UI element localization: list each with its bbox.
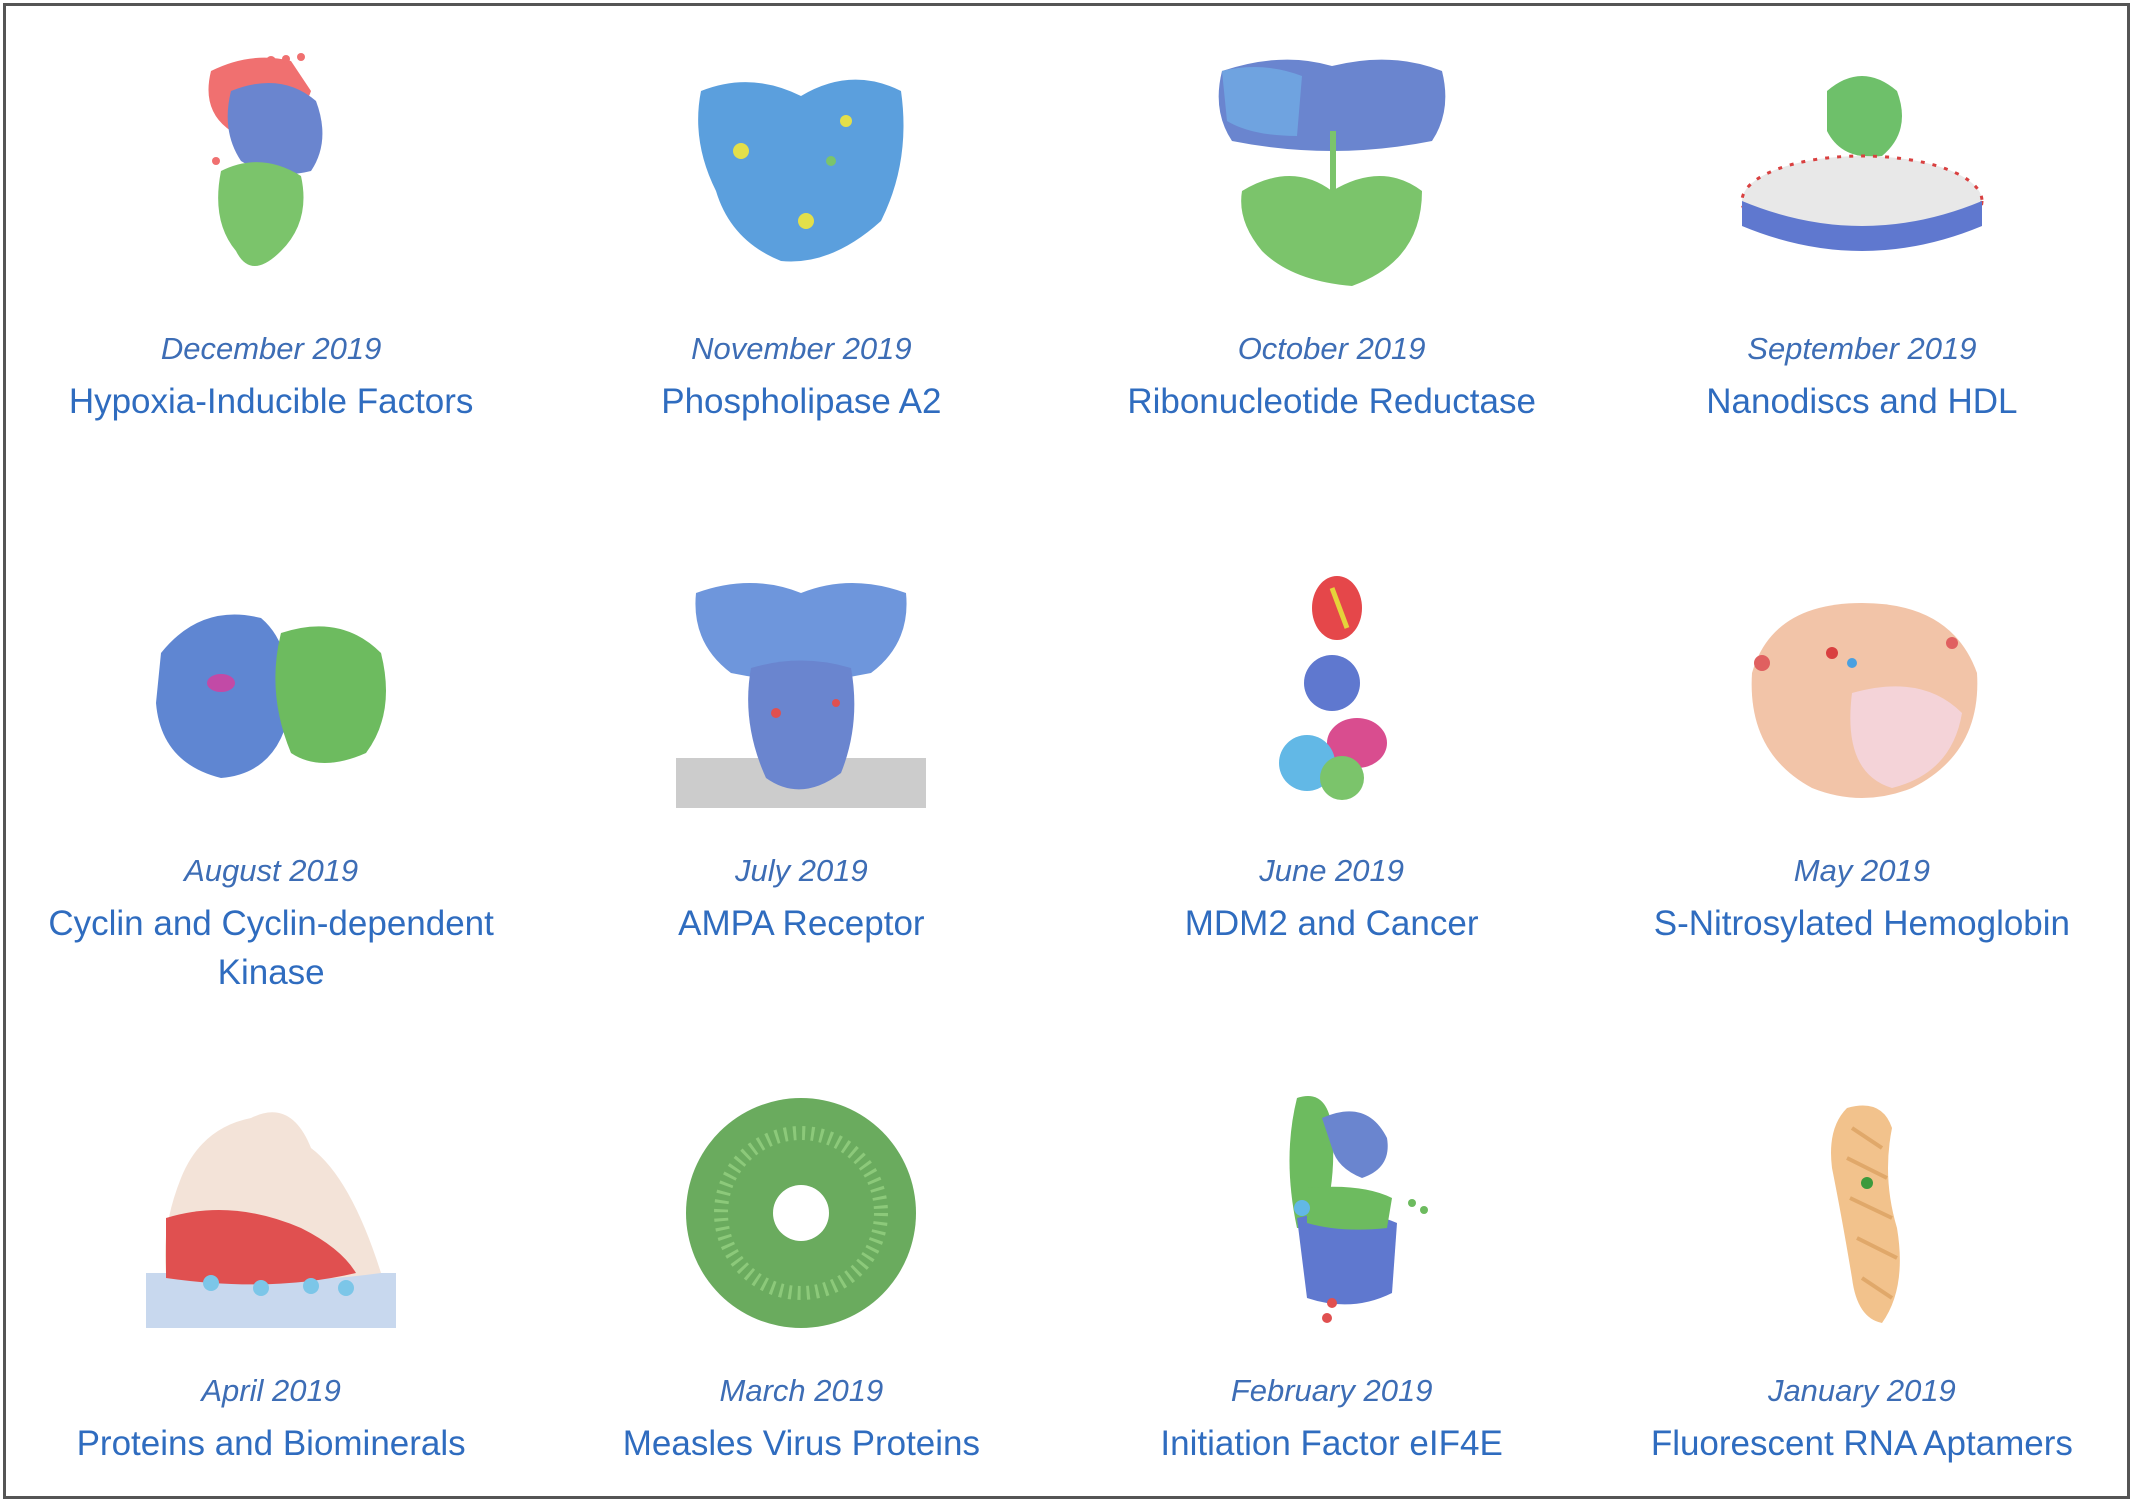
card-title-link[interactable]: Measles Virus Proteins <box>622 1424 981 1463</box>
phospholipase-structure-icon[interactable] <box>671 51 931 301</box>
card-date: November 2019 <box>691 331 912 366</box>
card-date: May 2019 <box>1793 853 1930 888</box>
rna-aptamer-structure-icon[interactable] <box>1732 1088 1992 1338</box>
card-date: April 2019 <box>201 1373 341 1408</box>
gallery-card-hemoglobin[interactable]: May 2019 S-Nitrosylated Hemoglobin <box>1597 528 2127 1048</box>
card-date: March 2019 <box>719 1373 884 1408</box>
card-title-link[interactable]: Initiation Factor eIF4E <box>1160 1424 1503 1463</box>
card-title-link[interactable]: Hypoxia-Inducible Factors <box>68 382 474 421</box>
card-title-link[interactable]: AMPA Receptor <box>678 904 925 943</box>
measles-structure-icon[interactable] <box>671 1088 931 1338</box>
gallery-card-mdm2[interactable]: June 2019 MDM2 and Cancer <box>1067 528 1597 1048</box>
gallery-card-biominerals[interactable]: April 2019 Proteins and Biominerals <box>6 1048 536 1496</box>
card-title-link[interactable]: Phospholipase A2 <box>661 382 942 421</box>
gallery-card-ampa[interactable]: July 2019 AMPA Receptor <box>536 528 1066 1048</box>
gallery-card-phospholipase[interactable]: November 2019 Phospholipase A2 <box>536 6 1066 528</box>
card-date: September 2019 <box>1747 331 1977 366</box>
card-title-link[interactable]: Fluorescent RNA Aptamers <box>1650 1424 2073 1463</box>
card-date: July 2019 <box>735 853 868 888</box>
card-title-link[interactable]: Ribonucleotide Reductase <box>1127 382 1536 421</box>
card-title-link[interactable]: Proteins and Biominerals <box>76 1424 466 1463</box>
gallery-card-measles[interactable]: March 2019 Measles Virus Proteins <box>536 1048 1066 1496</box>
card-date: October 2019 <box>1237 331 1426 366</box>
card-date: January 2019 <box>1767 1373 1956 1408</box>
molecule-gallery: December 2019 Hypoxia-Inducible Factors … <box>3 3 2130 1499</box>
ampa-structure-icon[interactable] <box>671 573 931 823</box>
biomineral-structure-icon[interactable] <box>141 1088 401 1338</box>
mdm2-structure-icon[interactable] <box>1202 573 1462 823</box>
gallery-card-hypoxia[interactable]: December 2019 Hypoxia-Inducible Factors <box>6 6 536 528</box>
card-title-link[interactable]: MDM2 and Cancer <box>1184 904 1479 943</box>
gallery-card-ribonucleotide[interactable]: October 2019 Ribonucleotide Reductase <box>1067 6 1597 528</box>
nanodisc-structure-icon[interactable] <box>1732 51 1992 301</box>
card-date: June 2019 <box>1259 853 1405 888</box>
hemoglobin-structure-icon[interactable] <box>1732 573 1992 823</box>
card-date: December 2019 <box>160 331 382 366</box>
hif-structure-icon[interactable] <box>141 51 401 301</box>
gallery-card-rna-aptamers[interactable]: January 2019 Fluorescent RNA Aptamers <box>1597 1048 2127 1496</box>
card-title-link[interactable]: Nanodiscs and HDL <box>1706 382 2018 421</box>
cyclin-structure-icon[interactable] <box>141 573 401 823</box>
eif4e-structure-icon[interactable] <box>1202 1088 1462 1338</box>
card-title-link[interactable]: Cyclin and Cyclin-dependent Kinase <box>48 904 494 992</box>
card-title-link[interactable]: S-Nitrosylated Hemoglobin <box>1653 904 2071 943</box>
card-date: August 2019 <box>184 853 359 888</box>
reductase-structure-icon[interactable] <box>1202 51 1462 301</box>
gallery-grid: December 2019 Hypoxia-Inducible Factors … <box>6 6 2127 1496</box>
gallery-card-eif4e[interactable]: February 2019 Initiation Factor eIF4E <box>1067 1048 1597 1496</box>
gallery-card-nanodiscs[interactable]: September 2019 Nanodiscs and HDL <box>1597 6 2127 528</box>
card-date: February 2019 <box>1230 1373 1433 1408</box>
gallery-card-cyclin[interactable]: August 2019 Cyclin and Cyclin-dependent … <box>6 528 536 1048</box>
